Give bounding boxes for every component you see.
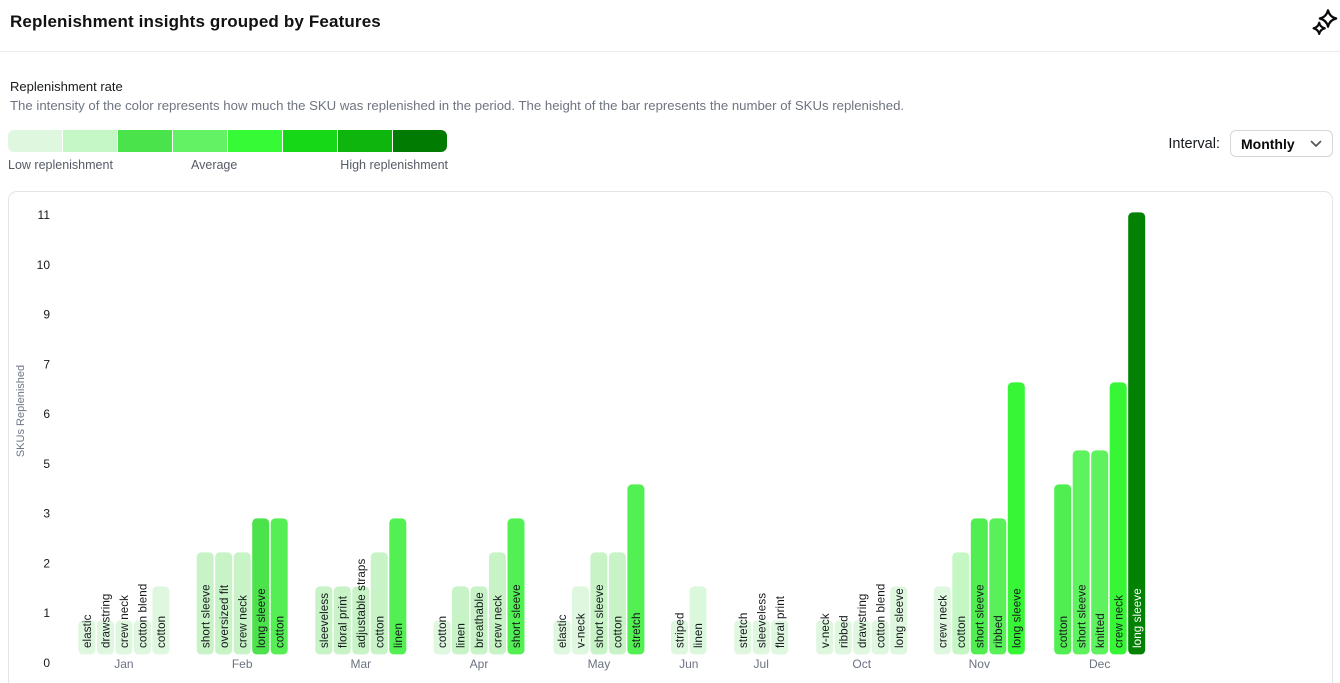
svg-text:short sleeve: short sleeve bbox=[510, 584, 523, 648]
svg-text:cotton: cotton bbox=[273, 616, 286, 648]
svg-text:short sleeve: short sleeve bbox=[974, 584, 987, 648]
svg-text:linen: linen bbox=[692, 623, 705, 648]
svg-text:ribbed: ribbed bbox=[837, 615, 850, 648]
svg-text:0: 0 bbox=[43, 656, 50, 670]
svg-text:v-neck: v-neck bbox=[575, 613, 588, 648]
svg-text:drawstring: drawstring bbox=[100, 594, 113, 648]
svg-text:Jul: Jul bbox=[754, 657, 769, 671]
svg-text:Feb: Feb bbox=[232, 657, 253, 671]
svg-text:linen: linen bbox=[392, 623, 405, 648]
svg-text:long sleeve: long sleeve bbox=[255, 588, 268, 648]
svg-text:Jun: Jun bbox=[679, 657, 698, 671]
svg-text:SKUs Replenished: SKUs Replenished bbox=[15, 365, 27, 457]
svg-text:crew neck: crew neck bbox=[118, 595, 131, 648]
svg-text:cotton: cotton bbox=[374, 616, 387, 648]
svg-text:long sleeve: long sleeve bbox=[1011, 588, 1024, 648]
svg-text:Mar: Mar bbox=[350, 657, 371, 671]
svg-text:linen: linen bbox=[455, 623, 468, 648]
svg-text:short sleeve: short sleeve bbox=[199, 584, 212, 648]
svg-text:stretch: stretch bbox=[737, 613, 750, 649]
svg-text:1: 1 bbox=[43, 606, 50, 620]
svg-text:Apr: Apr bbox=[470, 657, 489, 671]
svg-text:crew neck: crew neck bbox=[492, 595, 505, 648]
svg-text:breathable: breathable bbox=[473, 592, 486, 648]
svg-text:cotton: cotton bbox=[612, 616, 625, 648]
svg-text:drawstring: drawstring bbox=[856, 594, 869, 648]
svg-text:Jan: Jan bbox=[114, 657, 133, 671]
svg-text:elastic: elastic bbox=[81, 614, 94, 648]
svg-text:6: 6 bbox=[43, 407, 50, 421]
svg-text:knitted: knitted bbox=[1094, 613, 1107, 648]
svg-text:Oct: Oct bbox=[852, 657, 871, 671]
svg-text:elastic: elastic bbox=[556, 614, 569, 648]
svg-text:Nov: Nov bbox=[969, 657, 990, 671]
svg-text:cotton: cotton bbox=[436, 616, 449, 648]
svg-text:oversized fit: oversized fit bbox=[218, 584, 231, 648]
svg-text:striped: striped bbox=[674, 613, 687, 649]
svg-text:May: May bbox=[588, 657, 611, 671]
svg-text:9: 9 bbox=[43, 308, 50, 322]
svg-text:cotton blend: cotton blend bbox=[874, 584, 887, 648]
svg-text:3: 3 bbox=[43, 507, 50, 521]
svg-text:long sleeve: long sleeve bbox=[893, 588, 906, 648]
svg-text:7: 7 bbox=[43, 357, 50, 371]
svg-text:crew neck: crew neck bbox=[937, 595, 950, 648]
svg-text:short sleeve: short sleeve bbox=[1075, 584, 1088, 648]
svg-text:ribbed: ribbed bbox=[992, 615, 1005, 648]
svg-text:floral print: floral print bbox=[337, 595, 350, 648]
svg-text:adjustable straps: adjustable straps bbox=[355, 559, 368, 648]
svg-text:stretch: stretch bbox=[630, 613, 643, 649]
svg-text:sleeveless: sleeveless bbox=[318, 593, 331, 648]
svg-text:sleeveless: sleeveless bbox=[755, 593, 768, 648]
svg-text:v-neck: v-neck bbox=[819, 613, 832, 648]
svg-text:cotton: cotton bbox=[155, 616, 168, 648]
svg-text:5: 5 bbox=[43, 457, 50, 471]
svg-text:short sleeve: short sleeve bbox=[593, 584, 606, 648]
svg-text:floral print: floral print bbox=[774, 595, 787, 648]
svg-text:crew neck: crew neck bbox=[236, 595, 249, 648]
svg-text:crew neck: crew neck bbox=[1112, 595, 1125, 648]
svg-text:long sleeve: long sleeve bbox=[1131, 588, 1144, 648]
svg-text:cotton: cotton bbox=[1057, 616, 1070, 648]
svg-text:2: 2 bbox=[43, 557, 50, 571]
svg-text:cotton: cotton bbox=[955, 616, 968, 648]
svg-text:Dec: Dec bbox=[1089, 657, 1110, 671]
svg-text:10: 10 bbox=[37, 258, 51, 272]
svg-text:11: 11 bbox=[38, 208, 51, 222]
svg-text:cotton blend: cotton blend bbox=[137, 584, 150, 648]
